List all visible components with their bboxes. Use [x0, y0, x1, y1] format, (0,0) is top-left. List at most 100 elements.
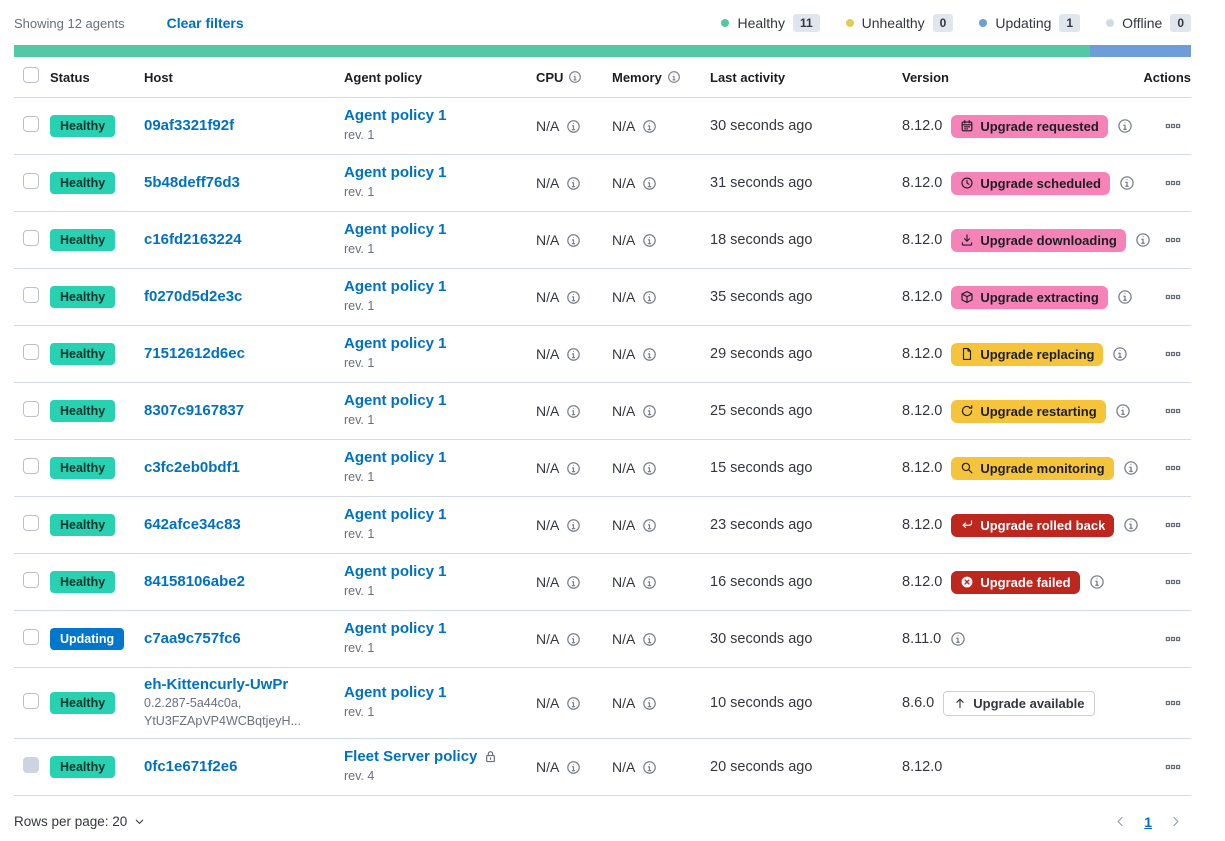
info-icon[interactable]: [566, 518, 581, 533]
agent-policy-link[interactable]: Agent policy 1: [344, 449, 447, 467]
info-icon[interactable]: [1119, 175, 1135, 191]
info-icon[interactable]: [642, 233, 657, 248]
info-icon[interactable]: [566, 404, 581, 419]
agent-policy-link[interactable]: Agent policy 1: [344, 684, 447, 702]
info-icon[interactable]: [642, 347, 657, 362]
refresh-icon: [960, 404, 974, 418]
row-checkbox[interactable]: [23, 571, 39, 588]
agent-policy-link[interactable]: Agent policy 1: [344, 620, 447, 638]
legend-item-updating[interactable]: Updating 1: [979, 14, 1081, 32]
row-actions-button[interactable]: [1161, 755, 1185, 779]
host-link[interactable]: 8307c9167837: [144, 402, 245, 419]
row-checkbox[interactable]: [23, 692, 39, 709]
host-link[interactable]: c7aa9c757fc6: [144, 630, 241, 647]
row-checkbox[interactable]: [23, 400, 39, 417]
row-actions-button[interactable]: [1161, 399, 1185, 423]
row-checkbox[interactable]: [23, 457, 39, 474]
agent-policy-link[interactable]: Fleet Server policy: [344, 748, 478, 766]
row-checkbox[interactable]: [23, 286, 39, 303]
host-link[interactable]: 0fc1e671f2e6: [144, 758, 238, 775]
agent-policy-link[interactable]: Agent policy 1: [344, 392, 447, 410]
row-actions-button[interactable]: [1161, 627, 1185, 651]
agent-policy-link[interactable]: Agent policy 1: [344, 335, 447, 353]
agent-policy-link[interactable]: Agent policy 1: [344, 221, 447, 239]
row-actions-button[interactable]: [1161, 570, 1185, 594]
legend-item-healthy[interactable]: Healthy 11: [721, 14, 820, 32]
agent-policy-link[interactable]: Agent policy 1: [344, 563, 447, 581]
info-icon[interactable]: [642, 461, 657, 476]
info-icon[interactable]: [1112, 346, 1128, 362]
info-icon[interactable]: [1117, 118, 1133, 134]
info-icon[interactable]: [642, 290, 657, 305]
row-checkbox[interactable]: [23, 628, 39, 645]
row-actions-button[interactable]: [1161, 513, 1185, 537]
info-icon[interactable]: [566, 632, 581, 647]
legend-item-unhealthy[interactable]: Unhealthy 0: [845, 14, 954, 32]
row-checkbox[interactable]: [23, 172, 39, 189]
host-link[interactable]: 5b48deff76d3: [144, 174, 240, 191]
page-number-button[interactable]: 1: [1144, 813, 1152, 830]
info-icon[interactable]: [642, 119, 657, 134]
info-icon[interactable]: [950, 631, 966, 647]
info-icon[interactable]: [642, 518, 657, 533]
status-badge: Healthy: [50, 692, 116, 714]
info-icon[interactable]: [1135, 232, 1151, 248]
agent-policy-link[interactable]: Agent policy 1: [344, 107, 447, 125]
info-icon[interactable]: [566, 461, 581, 476]
host-link[interactable]: eh-Kittencurly-UwPr: [144, 675, 289, 693]
host-link[interactable]: c3fc2eb0bdf1: [144, 459, 240, 476]
row-actions-button[interactable]: [1161, 691, 1185, 715]
upgrade-status-badge: Upgrade monitoring: [951, 456, 1114, 480]
row-actions-button[interactable]: [1161, 285, 1185, 309]
info-icon[interactable]: [566, 760, 581, 775]
agent-policy-link[interactable]: Agent policy 1: [344, 506, 447, 524]
memory-info-icon[interactable]: [667, 70, 681, 84]
next-page-button[interactable]: [1166, 812, 1185, 831]
info-icon[interactable]: [642, 632, 657, 647]
host-link[interactable]: 642afce34c83: [144, 516, 241, 533]
previous-page-button[interactable]: [1111, 812, 1130, 831]
info-icon[interactable]: [642, 176, 657, 191]
row-actions-button[interactable]: [1161, 114, 1185, 138]
row-checkbox[interactable]: [23, 115, 39, 132]
info-icon[interactable]: [1115, 403, 1131, 419]
host-link[interactable]: 71512612d6ec: [144, 345, 245, 362]
info-icon[interactable]: [566, 119, 581, 134]
info-icon[interactable]: [1123, 517, 1139, 533]
rows-per-page-button[interactable]: Rows per page: 20: [14, 814, 146, 829]
host-link[interactable]: c16fd2163224: [144, 231, 242, 248]
legend-item-offline[interactable]: Offline 0: [1106, 14, 1191, 32]
info-icon[interactable]: [642, 760, 657, 775]
table-row: Healthy 5b48deff76d3 Agent policy 1 rev. 1 N…: [14, 155, 1191, 212]
info-icon[interactable]: [566, 696, 581, 711]
info-icon[interactable]: [642, 696, 657, 711]
info-icon[interactable]: [566, 290, 581, 305]
agent-policy-link[interactable]: Agent policy 1: [344, 164, 447, 182]
cpu-value: N/A: [536, 346, 560, 362]
info-icon[interactable]: [566, 233, 581, 248]
row-actions-button[interactable]: [1161, 456, 1185, 480]
info-icon[interactable]: [1123, 460, 1139, 476]
info-icon[interactable]: [566, 575, 581, 590]
clear-filters-link[interactable]: Clear filters: [166, 15, 244, 31]
row-checkbox[interactable]: [23, 514, 39, 531]
host-link[interactable]: 84158106abe2: [144, 573, 245, 590]
cpu-info-icon[interactable]: [568, 70, 582, 84]
info-icon[interactable]: [566, 176, 581, 191]
upgrade-status-badge: Upgrade downloading: [951, 228, 1126, 252]
info-icon[interactable]: [1117, 289, 1133, 305]
info-icon[interactable]: [566, 347, 581, 362]
agent-policy-link[interactable]: Agent policy 1: [344, 278, 447, 296]
info-icon[interactable]: [642, 404, 657, 419]
info-icon[interactable]: [642, 575, 657, 590]
row-actions-button[interactable]: [1161, 228, 1185, 252]
select-all-checkbox[interactable]: [23, 66, 39, 83]
row-actions-button[interactable]: [1161, 342, 1185, 366]
row-checkbox[interactable]: [23, 343, 39, 360]
host-link[interactable]: 09af3321f92f: [144, 117, 235, 134]
host-link[interactable]: f0270d5d2e3c: [144, 288, 243, 305]
row-checkbox[interactable]: [23, 229, 39, 246]
info-icon[interactable]: [1089, 574, 1105, 590]
agent-health-bar: [14, 45, 1191, 57]
row-actions-button[interactable]: [1161, 171, 1185, 195]
